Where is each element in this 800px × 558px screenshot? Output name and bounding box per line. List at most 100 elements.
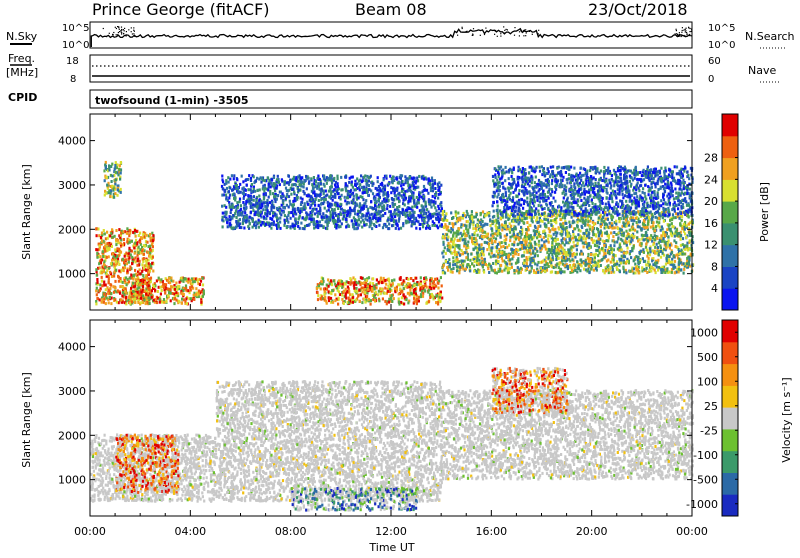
echo-cell bbox=[322, 212, 324, 215]
echo-cell bbox=[511, 266, 513, 269]
echo-cell bbox=[588, 271, 590, 274]
echo-cell bbox=[367, 194, 369, 197]
nsearch-dot bbox=[472, 34, 473, 35]
echo-cell bbox=[581, 226, 583, 229]
echo-cell bbox=[128, 256, 130, 259]
echo-cell bbox=[502, 260, 504, 263]
echo-cell bbox=[554, 239, 556, 242]
echo-cell bbox=[405, 197, 407, 200]
echo-cell bbox=[652, 243, 654, 246]
echo-cell bbox=[421, 286, 423, 289]
echo-cell bbox=[98, 262, 100, 265]
echo-cell bbox=[183, 277, 185, 280]
echo-cell bbox=[118, 280, 120, 283]
echo-cell bbox=[657, 269, 659, 272]
echo-cell bbox=[114, 183, 116, 186]
echo-cell bbox=[617, 268, 619, 271]
nsearch-dot bbox=[131, 31, 132, 32]
echo-cell bbox=[425, 203, 427, 206]
nsky-top-tick: 10^5 bbox=[62, 23, 89, 34]
echo-cell bbox=[345, 226, 347, 229]
echo-cell bbox=[424, 189, 426, 192]
echo-cell bbox=[326, 210, 328, 213]
echo-cell bbox=[250, 211, 252, 214]
nsearch-dot bbox=[506, 29, 507, 30]
echo-cell bbox=[108, 277, 110, 280]
echo-cell bbox=[226, 196, 228, 199]
echo-cell bbox=[450, 211, 452, 214]
echo-cell bbox=[318, 204, 320, 207]
nsearch-dot bbox=[124, 30, 125, 31]
echo-cell bbox=[561, 239, 563, 242]
echo-cell bbox=[145, 269, 147, 272]
echo-cell bbox=[110, 262, 112, 265]
echo-cell bbox=[569, 254, 571, 257]
echo-cell bbox=[276, 216, 278, 219]
echo-cell bbox=[490, 255, 492, 258]
echo-cell bbox=[114, 235, 116, 238]
nsearch-dot bbox=[119, 31, 120, 32]
echo-cell bbox=[291, 211, 293, 214]
echo-cell bbox=[392, 213, 394, 216]
echo-cell bbox=[392, 203, 394, 206]
echo-cell bbox=[308, 217, 310, 220]
echo-cell bbox=[398, 227, 400, 230]
echo-cell bbox=[422, 292, 424, 295]
echo-cell bbox=[247, 225, 249, 228]
echo-cell bbox=[406, 209, 408, 212]
echo-cell bbox=[273, 206, 275, 209]
echo-cell bbox=[481, 257, 483, 260]
echo-cell bbox=[230, 206, 232, 209]
echo-cell bbox=[370, 219, 372, 222]
echo-cell bbox=[586, 270, 588, 273]
echo-cell bbox=[200, 301, 202, 304]
echo-cell bbox=[391, 180, 393, 183]
echo-cell bbox=[544, 264, 546, 267]
echo-cell bbox=[398, 192, 400, 195]
echo-cell bbox=[270, 185, 272, 188]
echo-cell bbox=[277, 194, 279, 197]
echo-cell bbox=[109, 283, 111, 286]
echo-cell bbox=[629, 229, 631, 232]
echo-cell bbox=[328, 299, 330, 302]
nsearch-dot bbox=[485, 28, 486, 29]
echo-cell bbox=[129, 265, 131, 268]
echo-cell bbox=[255, 226, 257, 229]
echo-cell bbox=[337, 177, 339, 180]
echo-cell bbox=[537, 271, 539, 274]
echo-cell bbox=[116, 163, 118, 166]
echo-cell bbox=[534, 225, 536, 228]
nsearch-dot bbox=[123, 33, 124, 34]
echo-cell bbox=[513, 243, 515, 246]
echo-cell bbox=[572, 220, 574, 223]
echo-cell bbox=[237, 206, 239, 209]
echo-cell bbox=[367, 209, 369, 212]
echo-cell bbox=[95, 289, 97, 292]
echo-cell bbox=[534, 262, 536, 265]
echo-cell bbox=[121, 294, 123, 297]
echo-cell bbox=[615, 233, 617, 236]
echo-cell bbox=[368, 276, 370, 279]
echo-cell bbox=[170, 299, 172, 302]
echo-cell bbox=[420, 295, 422, 298]
echo-cell bbox=[386, 225, 388, 228]
echo-cell bbox=[471, 210, 473, 213]
echo-cell bbox=[269, 201, 271, 204]
echo-cell bbox=[391, 279, 393, 282]
echo-cell bbox=[251, 190, 253, 193]
echo-cell bbox=[145, 302, 147, 305]
echo-cell bbox=[376, 187, 378, 190]
echo-cell bbox=[425, 302, 427, 305]
echo-cell bbox=[550, 235, 552, 238]
echo-cell bbox=[129, 268, 131, 271]
echo-cell bbox=[412, 210, 414, 213]
echo-cell bbox=[511, 257, 513, 260]
echo-cell bbox=[226, 221, 228, 224]
echo-cell bbox=[274, 214, 276, 217]
echo-cell bbox=[107, 237, 109, 240]
echo-cell bbox=[303, 186, 305, 189]
echo-cell bbox=[294, 210, 296, 213]
echo-cell bbox=[149, 245, 151, 248]
echo-cell bbox=[410, 190, 412, 193]
echo-cell bbox=[406, 220, 408, 223]
